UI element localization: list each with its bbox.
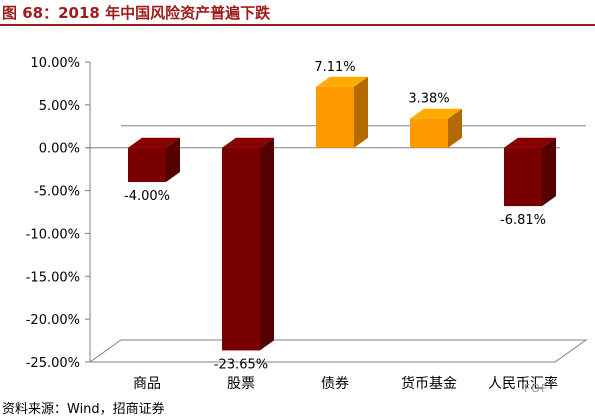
bar-front (504, 147, 542, 207)
bar-top (128, 137, 180, 148)
bar-front (410, 118, 448, 148)
y-axis: 10.00% 5.00% 0.00% -5.00% -10.00% -15.00% -20.… (26, 56, 91, 371)
bar-side (260, 137, 274, 351)
title-divider (0, 24, 595, 26)
bar-side (448, 108, 462, 148)
x-tick-label: 股票 (227, 376, 255, 392)
y-tick-label: 0.00% (39, 142, 80, 157)
bar-top (316, 76, 368, 87)
bar-front (222, 147, 260, 351)
bars (128, 76, 556, 351)
bar-side (354, 76, 368, 148)
watermark: FOF (524, 382, 549, 395)
chart-title: 图 68：2018 年中国风险资产普遍下跌 (2, 4, 271, 22)
data-label: 7.11% (314, 60, 355, 75)
data-label: -4.00% (124, 189, 170, 204)
floor-plane (88, 339, 588, 363)
bar-top (410, 108, 462, 119)
y-tick-label: -10.00% (26, 227, 80, 242)
y-tick-label: 10.00% (30, 56, 80, 71)
bar-front (316, 86, 354, 148)
bar-side (166, 137, 180, 182)
x-tick-label: 商品 (133, 376, 161, 392)
y-tick-label: -25.00% (26, 356, 80, 371)
bar-top (222, 137, 274, 148)
bar-front (128, 147, 166, 182)
data-labels: -4.00% -23.65% 7.11% 3.38% -6.81% (124, 60, 546, 373)
x-tick-label: 人民币汇率 (488, 375, 558, 392)
y-tick-label: -15.00% (26, 270, 80, 285)
bar (316, 76, 368, 148)
bar (222, 137, 274, 351)
bar-top (504, 137, 556, 148)
y-tick-label: -5.00% (34, 185, 80, 200)
bar (410, 108, 462, 148)
data-label: -6.81% (500, 213, 546, 228)
y-tick-label: 5.00% (39, 99, 80, 114)
x-axis-labels: 商品 股票 债券 货币基金 人民币汇率 (133, 375, 558, 392)
x-tick-label: 债券 (321, 376, 349, 392)
source-note: 资料来源：Wind，招商证券 (2, 402, 165, 417)
bar (128, 137, 180, 182)
data-label: -23.65% (214, 357, 268, 372)
data-label: 3.38% (408, 92, 449, 107)
x-tick-label: 货币基金 (401, 375, 457, 392)
bar (504, 137, 556, 207)
y-tick-label: -20.00% (26, 313, 80, 328)
bar-side (542, 137, 556, 207)
